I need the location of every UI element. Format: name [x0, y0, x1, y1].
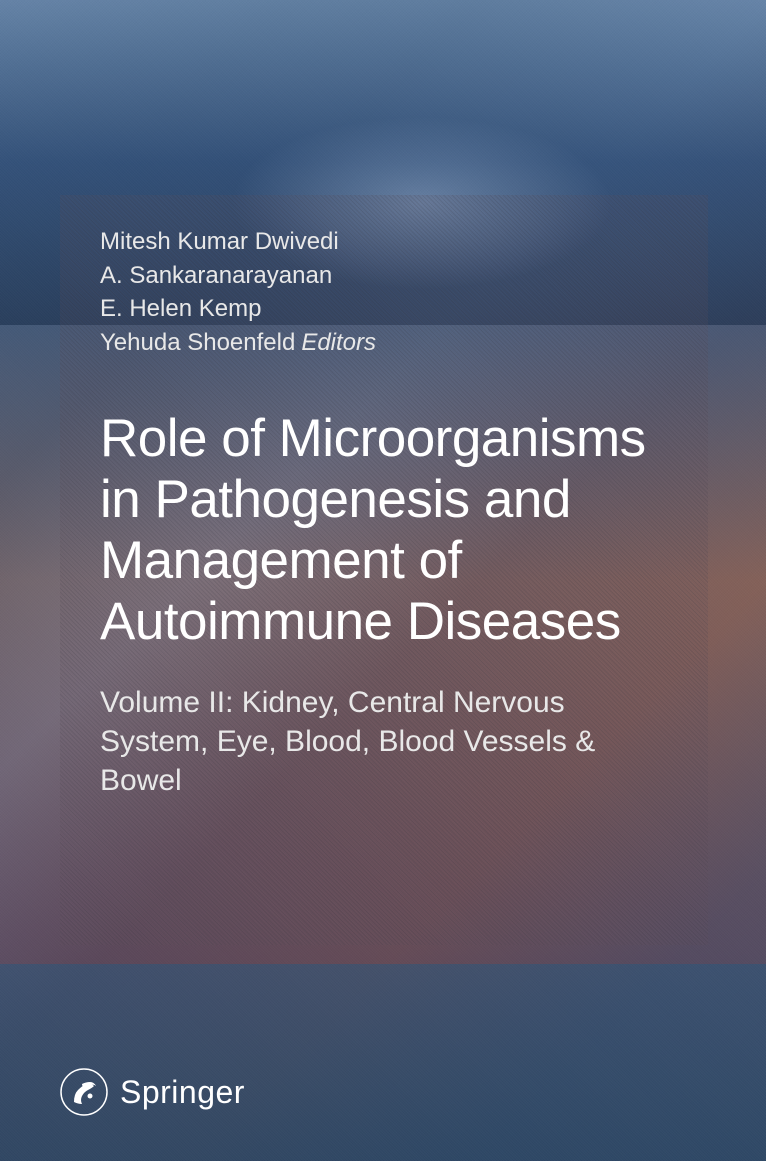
book-title: Role of Microorganisms in Pathogenesis a… — [100, 409, 668, 653]
publisher-name: Springer — [120, 1074, 245, 1111]
editor-name: E. Helen Kemp — [100, 292, 668, 326]
book-subtitle: Volume II: Kidney, Central Nervous Syste… — [100, 683, 668, 800]
editor-name: Yehuda Shoenfeld — [100, 329, 295, 356]
editor-name: Mitesh Kumar Dwivedi — [100, 225, 668, 259]
editor-name: A. Sankaranarayanan — [100, 259, 668, 293]
springer-logo-icon — [60, 1068, 108, 1116]
editors-label: Editors — [301, 329, 376, 356]
editor-last-line: Yehuda ShoenfeldEditors — [100, 326, 668, 360]
publisher-block: Springer — [60, 1068, 245, 1116]
editors-list: Mitesh Kumar Dwivedi A. Sankaranarayanan… — [100, 225, 668, 359]
cover-content: Mitesh Kumar Dwivedi A. Sankaranarayanan… — [60, 195, 708, 830]
